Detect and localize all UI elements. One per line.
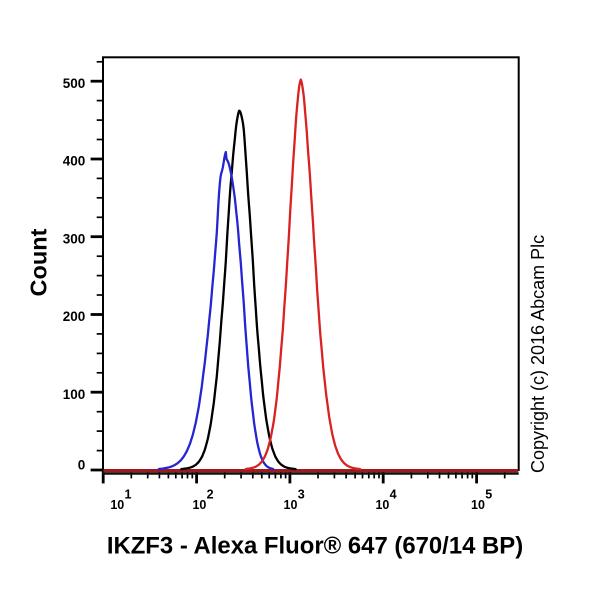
svg-text:300: 300	[63, 231, 86, 246]
svg-text:Count: Count	[26, 228, 52, 296]
svg-text:0: 0	[78, 457, 86, 472]
svg-text:500: 500	[63, 76, 86, 91]
svg-text:10: 10	[110, 498, 124, 512]
svg-text:200: 200	[63, 309, 86, 324]
svg-text:10: 10	[375, 498, 389, 512]
svg-text:2: 2	[207, 487, 214, 501]
svg-text:10: 10	[471, 498, 485, 512]
svg-text:Copyright (c) 2016 Abcam Plc: Copyright (c) 2016 Abcam Plc	[528, 235, 548, 473]
svg-text:3: 3	[298, 487, 305, 501]
svg-text:10: 10	[192, 498, 206, 512]
svg-text:5: 5	[485, 487, 492, 501]
svg-text:400: 400	[63, 154, 86, 169]
svg-text:10: 10	[284, 498, 298, 512]
svg-text:4: 4	[390, 487, 397, 501]
svg-text:IKZF3 - Alexa Fluor® 647 (670/: IKZF3 - Alexa Fluor® 647 (670/14 BP)	[107, 533, 523, 560]
svg-text:100: 100	[63, 387, 86, 402]
svg-text:1: 1	[125, 487, 132, 501]
